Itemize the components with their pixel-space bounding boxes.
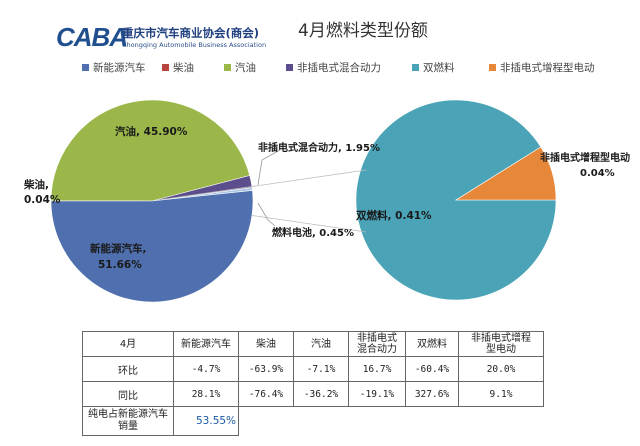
stats-table: 4月 新能源汽车 柴油 汽油 非插电式 混合动力 双燃料 非插电式增程 型电动 环比… [82,331,544,436]
data-label-gasoline: 汽油, 45.90% [115,125,188,138]
table-header: 非插电式增程 型电动 [458,331,544,357]
table-cell: -7.1% [293,356,349,382]
legend-item-gasoline: 汽油 [224,60,256,75]
pie-slice-range-extender [454,146,557,201]
pie-slice-gasoline [50,99,251,202]
legend-swatch [412,64,419,71]
table-header: 柴油 [238,331,294,357]
legend-item-range-extender: 非插电式增程型电动 [489,60,595,75]
table-header: 汽油 [293,331,349,357]
table-header: 4月 [82,331,174,357]
connector-line [151,169,367,202]
ev-share-value: 53.55% [173,406,239,436]
data-label-nev: 51.66% [98,259,142,271]
table-header: 非插电式 混合动力 [348,331,406,357]
data-label-non-plugin-hybrid: 非插电式混合动力, 1.95% [258,141,380,154]
pie-slice-nev [50,190,254,303]
data-label-diesel: 柴油, [23,178,49,191]
pie-charts: 汽油, 45.90% 柴油, 0.04% 非插电式混合动力, 1.95% 燃料电池, 0… [23,99,630,303]
table-cell: 20.0% [458,356,544,382]
data-label-diesel: 0.04% [24,194,61,206]
legend-item-dual-fuel: 双燃料 [412,60,455,75]
table-cell: 28.1% [173,381,239,407]
logo: CABA 重庆市汽车商业协会(商会) Chongqing Automobile … [56,22,286,52]
logo-mark: CABA [56,22,128,52]
org-name-cn: 重庆市汽车商业协会(商会) [122,26,260,40]
legend-swatch [224,64,231,71]
table-header-row: 4月 新能源汽车 柴油 汽油 非插电式 混合动力 双燃料 非插电式增程 型电动 [82,331,544,357]
data-label-dual-fuel: 双燃料, 0.41% [355,209,432,222]
legend-label: 非插电式增程型电动 [500,62,595,74]
table-header: 双燃料 [405,331,459,357]
table-cell: -4.7% [173,356,239,382]
legend-label: 新能源汽车 [93,62,146,74]
table-cell: -76.4% [238,381,294,407]
data-label-range-extender: 0.04% [580,168,615,179]
legend-swatch [489,64,496,71]
table-row: 环比 -4.7% -63.9% -7.1% 16.7% -60.4% 20.0% [82,356,544,382]
table-cell: -60.4% [405,356,459,382]
leader-line [257,149,281,186]
ev-share-label: 纯电占新能源汽车 销量 [82,406,174,436]
legend-swatch [162,64,169,71]
org-name-en: Chongqing Automobile Business Associatio… [122,41,267,49]
table-cell: 16.7% [348,356,406,382]
row-label: 环比 [82,356,174,382]
data-label-nev: 新能源汽车, [90,242,147,255]
table-row: 同比 28.1% -76.4% -36.2% -19.1% 327.6% 9.1… [82,381,544,407]
data-label-range-extender: 非插电式增程型电动 [540,151,630,164]
table-cell: 327.6% [405,381,459,407]
legend-label: 非插电式混合动力 [297,62,381,74]
data-label-fuel-cell: 燃料电池, 0.45% [272,226,354,239]
chart-title: 4月燃料类型份额 [298,21,428,41]
table-cell: -36.2% [293,381,349,407]
legend-swatch [286,64,293,71]
legend-label: 柴油 [173,62,194,74]
leader-line [257,202,276,227]
row-label: 同比 [82,381,174,407]
legend-item-non-plugin-hybrid: 非插电式混合动力 [286,60,381,75]
legend-item-nev: 新能源汽车 [82,60,146,75]
legend-item-diesel: 柴油 [162,60,194,75]
legend-label: 汽油 [235,62,256,74]
table-cell: -19.1% [348,381,406,407]
legend-swatch [82,64,89,71]
table-cell: -63.9% [238,356,294,382]
table-row: 纯电占新能源汽车 销量 53.55% [82,406,544,436]
table-header: 新能源汽车 [173,331,239,357]
legend-label: 双燃料 [423,62,455,74]
table-cell: 9.1% [458,381,544,407]
legend: 新能源汽车 柴油 汽油 非插电式混合动力 双燃料 非插电式增程型电动 [82,60,622,76]
